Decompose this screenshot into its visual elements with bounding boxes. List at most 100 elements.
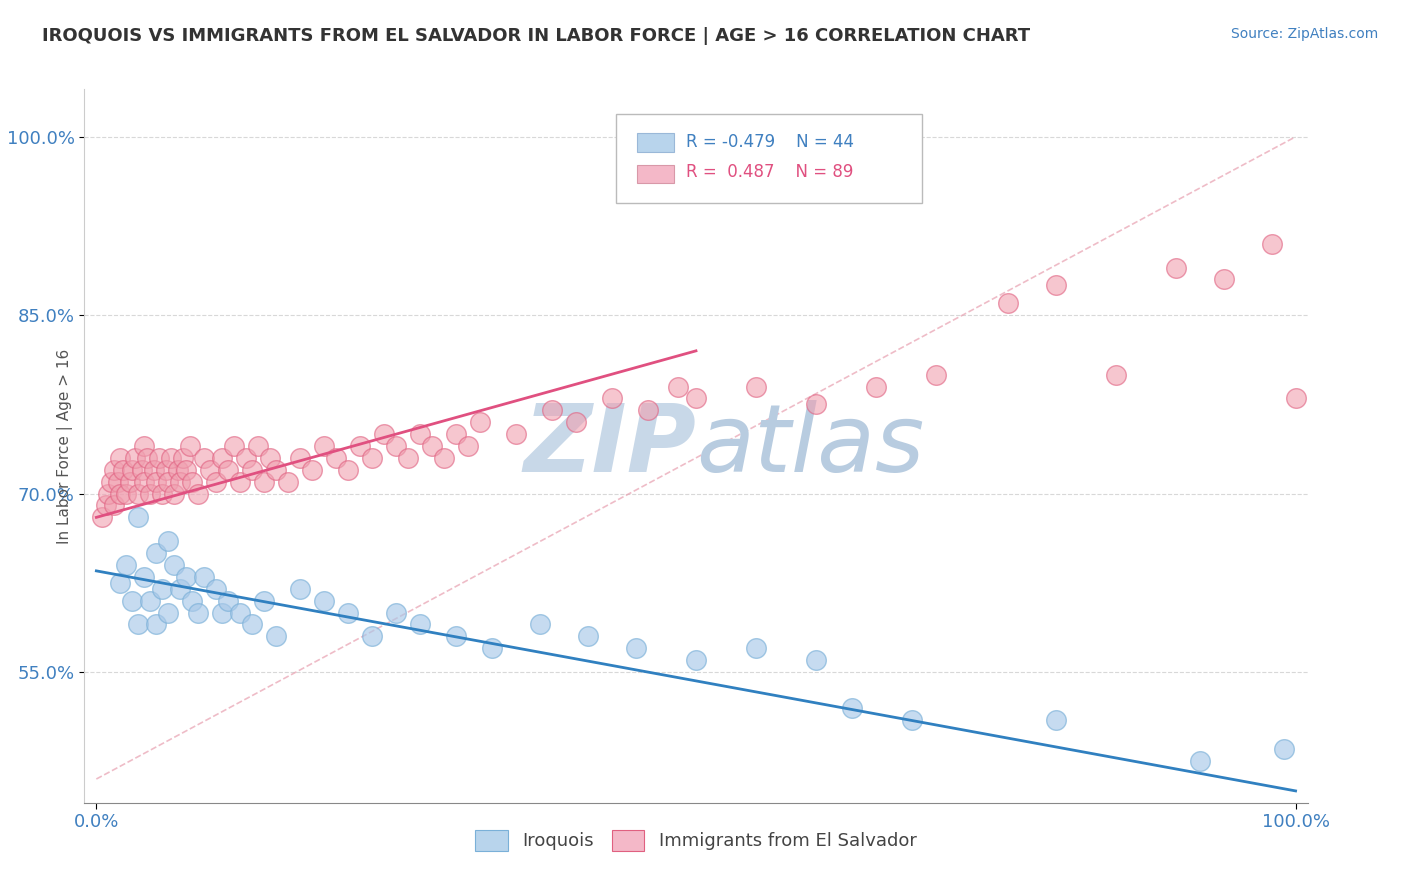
Point [301, 463, 323, 477]
Point [745, 379, 768, 393]
Point [468, 415, 491, 429]
Point [169, 582, 191, 596]
Point [1272, 742, 1295, 756]
Point [193, 570, 215, 584]
Text: ZIP: ZIP [523, 400, 696, 492]
Point [174, 463, 197, 477]
FancyBboxPatch shape [637, 165, 673, 184]
Point [115, 486, 138, 500]
Point [666, 379, 689, 393]
Point [224, 439, 246, 453]
Point [277, 475, 299, 489]
Point [804, 653, 827, 667]
Point [110, 575, 132, 590]
Point [576, 629, 599, 643]
Point [229, 475, 252, 489]
Point [997, 296, 1019, 310]
Point [110, 450, 132, 465]
Point [373, 427, 395, 442]
Point [1284, 392, 1306, 406]
Point [150, 486, 173, 500]
Point [211, 450, 233, 465]
Point [901, 713, 924, 727]
Point [187, 486, 209, 500]
Point [115, 558, 138, 572]
Point [1045, 713, 1067, 727]
Point [240, 463, 263, 477]
Point [159, 450, 181, 465]
Point [457, 439, 479, 453]
Point [174, 570, 197, 584]
Point [385, 606, 408, 620]
Point [121, 463, 143, 477]
Point [290, 582, 312, 596]
Point [205, 582, 228, 596]
Point [337, 606, 360, 620]
Point [103, 463, 125, 477]
Point [264, 629, 287, 643]
Point [541, 403, 564, 417]
Point [118, 475, 141, 489]
Text: R =  0.487    N = 89: R = 0.487 N = 89 [686, 163, 853, 181]
Point [179, 439, 201, 453]
Point [637, 403, 659, 417]
Text: R = -0.479    N = 44: R = -0.479 N = 44 [686, 133, 855, 151]
Point [94, 499, 117, 513]
Point [361, 450, 384, 465]
Point [205, 475, 228, 489]
Point [865, 379, 887, 393]
Point [600, 392, 623, 406]
Point [505, 427, 527, 442]
Point [1105, 368, 1128, 382]
Point [1260, 236, 1282, 251]
Point [142, 463, 165, 477]
Point [253, 475, 276, 489]
Point [361, 629, 384, 643]
Point [1333, 343, 1355, 358]
Point [314, 439, 336, 453]
Point [150, 582, 173, 596]
Point [103, 499, 125, 513]
Point [145, 546, 167, 560]
Point [290, 450, 312, 465]
Text: IROQUOIS VS IMMIGRANTS FROM EL SALVADOR IN LABOR FORCE | AGE > 16 CORRELATION CH: IROQUOIS VS IMMIGRANTS FROM EL SALVADOR … [42, 27, 1031, 45]
Point [565, 415, 588, 429]
Point [1188, 754, 1211, 768]
Point [100, 475, 122, 489]
Point [139, 593, 162, 607]
Point [349, 439, 371, 453]
Point [131, 463, 153, 477]
Point [163, 558, 186, 572]
Point [127, 510, 149, 524]
Point [135, 450, 157, 465]
Point [139, 486, 162, 500]
Point [181, 475, 204, 489]
Point [157, 534, 180, 549]
Text: Source: ZipAtlas.com: Source: ZipAtlas.com [1230, 27, 1378, 41]
Point [157, 606, 180, 620]
Point [409, 427, 432, 442]
Point [420, 439, 443, 453]
Point [529, 617, 551, 632]
Point [111, 463, 134, 477]
Point [157, 475, 180, 489]
Point [337, 463, 360, 477]
Point [396, 450, 419, 465]
Point [240, 617, 263, 632]
Point [121, 593, 143, 607]
Point [134, 439, 156, 453]
Point [229, 606, 252, 620]
Point [169, 475, 191, 489]
Point [1045, 278, 1067, 293]
Point [444, 427, 467, 442]
Point [217, 463, 239, 477]
Point [200, 463, 222, 477]
Point [107, 475, 129, 489]
Point [624, 641, 647, 656]
Point [172, 450, 194, 465]
Point [148, 450, 170, 465]
Point [163, 486, 186, 500]
Point [187, 606, 209, 620]
FancyBboxPatch shape [616, 114, 922, 203]
Point [134, 570, 156, 584]
